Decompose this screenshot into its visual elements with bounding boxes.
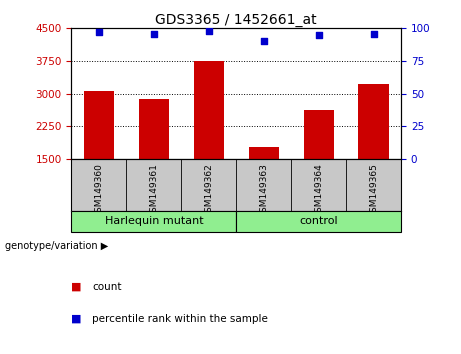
Point [370, 31, 377, 36]
Text: count: count [92, 282, 122, 292]
Bar [71, 211, 236, 232]
Text: GSM149360: GSM149360 [95, 163, 103, 218]
Bar [236, 211, 401, 232]
Bar [248, 148, 279, 159]
Text: GSM149363: GSM149363 [259, 163, 268, 218]
Title: GDS3365 / 1452661_at: GDS3365 / 1452661_at [155, 13, 317, 27]
Bar [359, 84, 389, 159]
Text: ■: ■ [71, 282, 82, 292]
Bar [303, 110, 334, 159]
Bar [84, 91, 114, 159]
Text: control: control [299, 216, 338, 227]
Text: GSM149361: GSM149361 [149, 163, 159, 218]
Text: genotype/variation ▶: genotype/variation ▶ [5, 241, 108, 251]
Point [150, 31, 158, 36]
Text: GSM149365: GSM149365 [369, 163, 378, 218]
Text: percentile rank within the sample: percentile rank within the sample [92, 314, 268, 324]
Point [315, 32, 322, 38]
Text: ■: ■ [71, 314, 82, 324]
Bar [194, 61, 224, 159]
Bar [139, 99, 169, 159]
Text: Harlequin mutant: Harlequin mutant [105, 216, 203, 227]
Text: GSM149364: GSM149364 [314, 163, 323, 218]
Text: GSM149362: GSM149362 [204, 163, 213, 218]
Point [95, 29, 103, 35]
Point [260, 39, 267, 44]
Point [205, 28, 213, 34]
